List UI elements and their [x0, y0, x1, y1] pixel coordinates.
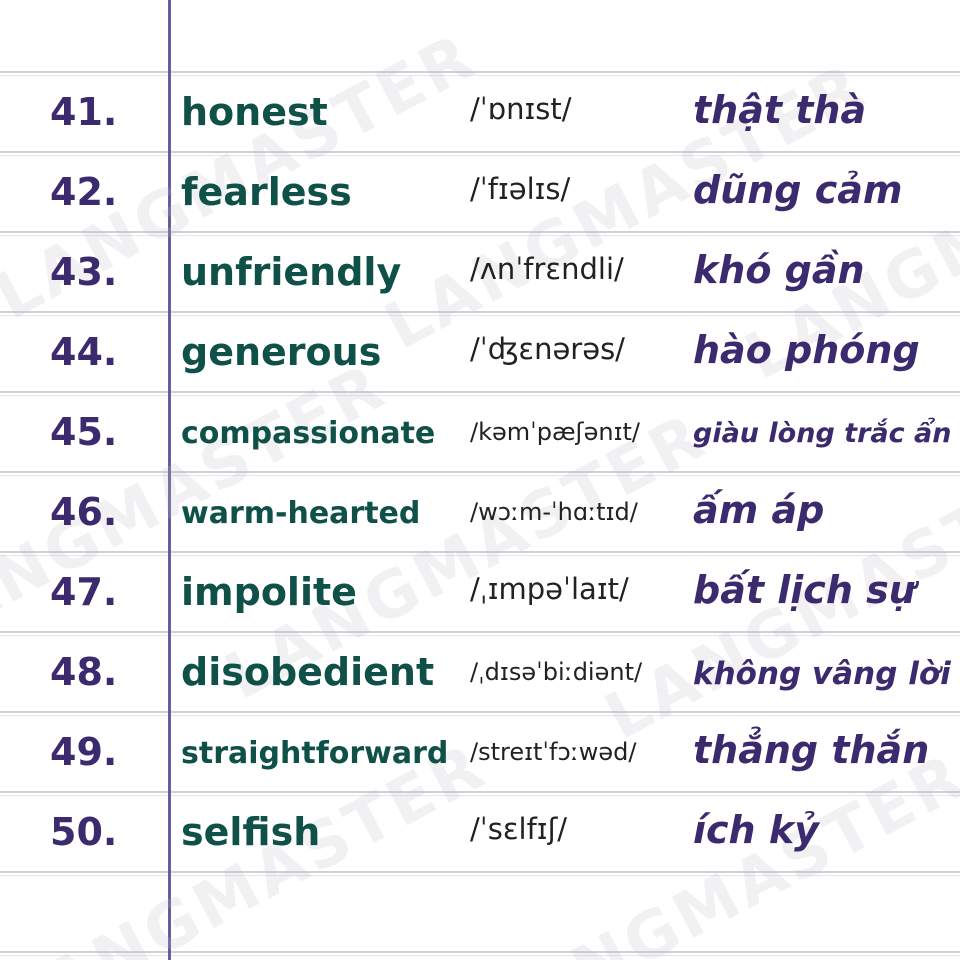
- row-number: 43.: [50, 250, 118, 294]
- english-word: unfriendly: [181, 250, 402, 294]
- row-number: 49.: [50, 730, 118, 774]
- ipa-transcription: /ʌnˈfrɛndli/: [470, 252, 624, 286]
- row-number: 50.: [50, 810, 118, 854]
- ipa-transcription: /streɪtˈfɔːwəd/: [470, 738, 637, 766]
- vocab-row: 41. honest /ˈɒnɪst/ thật thà: [0, 78, 960, 158]
- vocab-row: 42. fearless /ˈfɪəlɪs/ dũng cảm: [0, 158, 960, 238]
- vocab-row: 47. impolite /ˌɪmpəˈlaɪt/ bất lịch sự: [0, 558, 960, 638]
- vietnamese-meaning: khó gần: [693, 248, 865, 292]
- ipa-transcription: /wɔːm-ˈhɑːtɪd/: [470, 498, 638, 526]
- vietnamese-meaning: thật thà: [693, 88, 867, 132]
- row-number: 47.: [50, 570, 118, 614]
- ipa-transcription: /ˌɪmpəˈlaɪt/: [470, 572, 629, 606]
- vietnamese-meaning: dũng cảm: [693, 168, 903, 212]
- vietnamese-meaning: giàu lòng trắc ẩn: [693, 418, 952, 449]
- vocab-row: 50. selfish /ˈsɛlfɪʃ/ ích kỷ: [0, 798, 960, 878]
- ipa-transcription: /ˈsɛlfɪʃ/: [470, 812, 568, 846]
- vocab-row: 43. unfriendly /ʌnˈfrɛndli/ khó gần: [0, 238, 960, 318]
- vietnamese-meaning: ích kỷ: [693, 808, 819, 852]
- row-number: 41.: [50, 90, 118, 134]
- vietnamese-meaning: thẳng thắn: [693, 728, 930, 772]
- row-number: 46.: [50, 490, 118, 534]
- english-word: honest: [181, 90, 328, 134]
- english-word: selfish: [181, 810, 321, 854]
- english-word: generous: [181, 330, 382, 374]
- ipa-transcription: /kəmˈpæʃənɪt/: [470, 418, 640, 446]
- english-word: compassionate: [181, 416, 436, 451]
- vocab-row: 49. straightforward /streɪtˈfɔːwəd/ thẳn…: [0, 718, 960, 798]
- vietnamese-meaning: hào phóng: [693, 328, 920, 372]
- ipa-transcription: /ˈɒnɪst/: [470, 92, 572, 126]
- ipa-transcription: /ˌdɪsəˈbiːdiənt/: [470, 658, 643, 686]
- english-word: impolite: [181, 570, 357, 614]
- vocab-row: 44. generous /ˈʤɛnərəs/ hào phóng: [0, 318, 960, 398]
- english-word: disobedient: [181, 650, 435, 694]
- vietnamese-meaning: bất lịch sự: [693, 568, 916, 612]
- ipa-transcription: /ˈʤɛnərəs/: [470, 332, 625, 366]
- english-word: fearless: [181, 170, 352, 214]
- english-word: straightforward: [181, 736, 449, 771]
- vietnamese-meaning: ấm áp: [693, 488, 825, 532]
- margin-line: [168, 0, 171, 960]
- row-number: 48.: [50, 650, 118, 694]
- row-number: 42.: [50, 170, 118, 214]
- vocab-row: 46. warm-hearted /wɔːm-ˈhɑːtɪd/ ấm áp: [0, 478, 960, 558]
- vietnamese-meaning: không vâng lời: [693, 656, 951, 692]
- row-number: 44.: [50, 330, 118, 374]
- english-word: warm-hearted: [181, 496, 421, 531]
- vocab-row: 48. disobedient /ˌdɪsəˈbiːdiənt/ không v…: [0, 638, 960, 718]
- vocab-row: 45. compassionate /kəmˈpæʃənɪt/ giàu lòn…: [0, 398, 960, 478]
- ipa-transcription: /ˈfɪəlɪs/: [470, 172, 571, 206]
- row-number: 45.: [50, 410, 118, 454]
